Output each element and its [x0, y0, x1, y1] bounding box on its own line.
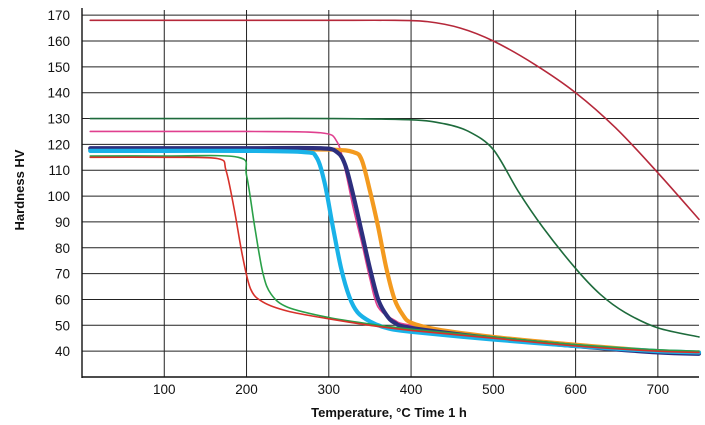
y-tick-label: 130 [47, 112, 70, 127]
curves [88, 19, 702, 356]
x-tick-label: 700 [647, 382, 670, 397]
series-line [88, 145, 702, 356]
y-tick-label: 120 [47, 137, 70, 152]
series-line [89, 154, 700, 352]
y-tick-label: 50 [55, 318, 70, 333]
y-tick-label: 100 [47, 189, 70, 204]
y-tick-label: 70 [55, 267, 70, 282]
series-line [89, 156, 700, 354]
x-tick-label: 500 [482, 382, 505, 397]
x-tick-label: 300 [318, 382, 341, 397]
x-tick-label: 200 [235, 382, 258, 397]
y-tick-label: 40 [55, 344, 70, 359]
y-tick-label: 110 [48, 163, 70, 178]
x-tick-label: 100 [153, 382, 176, 397]
y-tick-label: 80 [55, 241, 70, 256]
x-tick-label: 600 [564, 382, 587, 397]
y-tick-label: 170 [47, 8, 70, 23]
x-axis-label: Temperature, °C Time 1 h [311, 405, 467, 420]
y-tick-label: 60 [55, 292, 70, 307]
x-tick-label: 400 [400, 382, 423, 397]
y-tick-labels: 40 50 60 70 80 90 100 110 120 130 140 150 160 170 [47, 8, 70, 359]
y-tick-label: 160 [47, 34, 70, 49]
series-line [89, 130, 700, 354]
x-tick-labels: 100 200 300 400 500 600 700 [153, 382, 669, 397]
y-tick-label: 90 [55, 215, 70, 230]
y-tick-label: 150 [47, 60, 70, 75]
series-line [89, 117, 700, 338]
axes [81, 8, 699, 378]
y-axis-label: Hardness HV [12, 149, 27, 230]
series-line [89, 19, 700, 221]
y-tick-label: 140 [47, 86, 70, 101]
